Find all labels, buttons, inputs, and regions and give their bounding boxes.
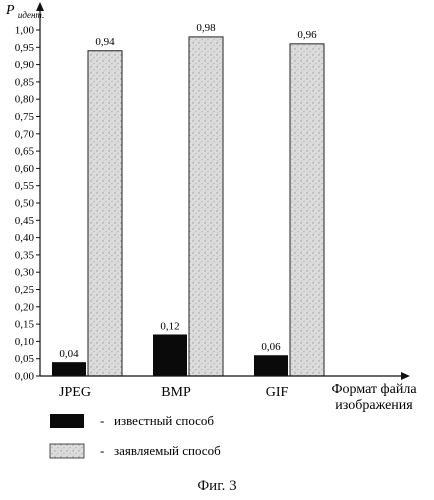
legend-swatch-known	[50, 414, 84, 428]
data-labels: 0,04 0,94 0,12 0,98 0,06 0,96	[59, 22, 317, 360]
y-axis-ticks: 0,00 0,05 0,10 0,15 0,20 0,25 0,30 0,35 0,40 0,45…	[15, 25, 40, 383]
y-axis-arrow	[36, 2, 44, 11]
x-axis-title-line2: изображения	[335, 398, 413, 413]
legend-dash-known: -	[100, 413, 104, 428]
y-tick-label: 0,75	[15, 111, 35, 123]
bar-known-bmp	[153, 334, 187, 376]
category-label-jpeg: JPEG	[59, 385, 91, 400]
y-tick-label: 0,30	[15, 267, 35, 279]
legend-label-claimed: заявляемый способ	[114, 443, 221, 458]
y-tick-label: 0,50	[15, 198, 35, 210]
y-tick-label: 1,00	[15, 25, 35, 37]
y-tick-label: 0,20	[15, 301, 35, 313]
legend-label-known: известный способ	[114, 413, 214, 428]
y-tick-label: 0,45	[15, 215, 35, 227]
y-tick-label: 0,85	[15, 76, 35, 88]
bar-claimed-bmp	[188, 36, 224, 377]
bar-known-jpeg	[52, 362, 86, 376]
y-tick-label: 0,80	[15, 94, 35, 106]
legend-dash-claimed: -	[100, 443, 104, 458]
y-tick-label: 0,25	[15, 284, 35, 296]
bars	[52, 36, 325, 377]
y-tick-label: 0,40	[15, 232, 35, 244]
legend-swatch-claimed	[49, 443, 85, 459]
x-axis-title-line1: Формат файла	[331, 382, 417, 397]
y-axis-title-main: P	[5, 3, 15, 18]
y-tick-label: 0,95	[15, 42, 35, 54]
data-label-known-gif: 0,06	[261, 341, 281, 353]
data-label-claimed-jpeg: 0,94	[95, 36, 115, 48]
bar-known-gif	[254, 355, 288, 376]
category-label-gif: GIF	[266, 385, 289, 400]
y-tick-label: 0,70	[15, 128, 35, 140]
data-label-claimed-bmp: 0,98	[196, 22, 216, 34]
y-tick-label: 0,35	[15, 249, 35, 261]
bar-claimed-gif	[289, 43, 325, 377]
y-tick-label: 0,15	[15, 319, 35, 331]
y-tick-label: 0,05	[15, 353, 35, 365]
y-tick-label: 0,65	[15, 146, 35, 158]
bar-claimed-jpeg	[87, 50, 123, 377]
y-tick-label: 0,55	[15, 180, 35, 192]
y-axis-title-subscript: идент.	[18, 10, 44, 20]
data-label-known-bmp: 0,12	[160, 320, 179, 332]
y-axis-title: P идент.	[5, 3, 44, 20]
y-tick-label: 0,00	[15, 371, 35, 383]
y-tick-label: 0,10	[15, 336, 35, 348]
y-tick-label: 0,90	[15, 59, 35, 71]
category-label-bmp: BMP	[161, 385, 191, 400]
data-label-known-jpeg: 0,04	[59, 348, 79, 360]
y-tick-label: 0,60	[15, 163, 35, 175]
legend: - известный способ - заявляемый способ	[49, 413, 221, 459]
category-labels: JPEG BMP GIF	[59, 385, 288, 400]
bar-chart: P идент. 0,00 0,05 0,10 0,15 0,20 0,25 0,30 0,3…	[5, 2, 417, 459]
data-label-claimed-gif: 0,96	[297, 29, 317, 41]
x-axis-arrow	[401, 372, 410, 380]
figure-caption: Фиг. 3	[197, 478, 237, 494]
